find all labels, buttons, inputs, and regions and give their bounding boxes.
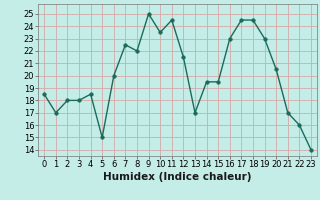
X-axis label: Humidex (Indice chaleur): Humidex (Indice chaleur) <box>103 172 252 182</box>
